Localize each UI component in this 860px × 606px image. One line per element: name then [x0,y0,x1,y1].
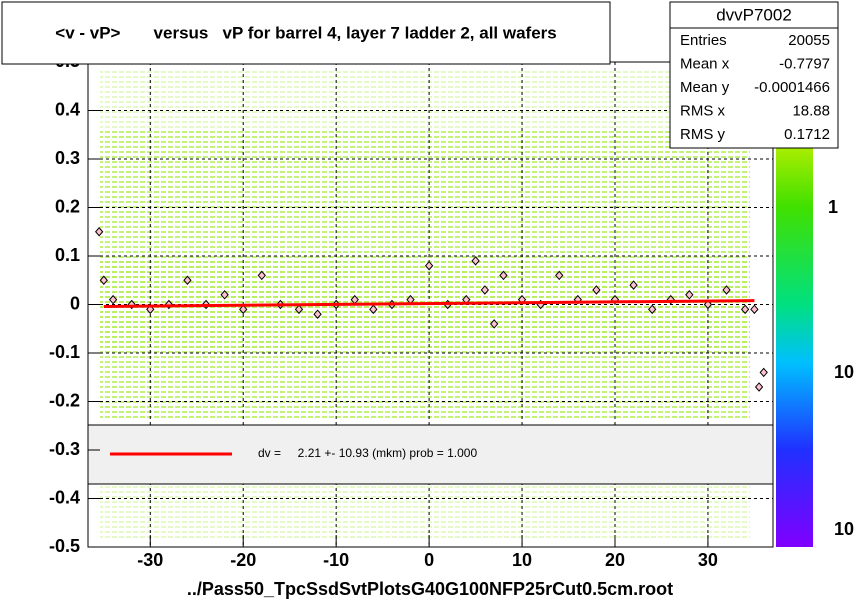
profile-point [490,319,499,329]
density-band [100,485,750,540]
profile-point [499,270,508,281]
stats-label: Mean x [680,55,730,72]
profile-point [94,226,104,237]
stats-value: 0.1712 [784,126,830,143]
y-tick-label: 0.3 [55,148,80,168]
profile-point [239,304,248,315]
profile-point [108,294,118,305]
stats-frame [669,1,839,149]
stats-label: Entries [680,32,727,49]
y-tick-label: -0.3 [49,439,80,459]
stats-label: RMS y [680,126,726,143]
y-tick-label: 0.4 [55,99,80,119]
stats-value: 18.88 [792,102,830,119]
profile-point [480,285,490,295]
x-tick-label: 30 [698,550,718,570]
profile-point [183,275,192,286]
x-tick-label: -10 [323,550,349,570]
chart-title: <v - vP> versus vP for barrel 4, layer 7… [55,23,556,42]
stats-value: -0.0001466 [754,79,830,96]
stats-label: Mean y [680,79,730,96]
stats-value: 20055 [788,32,830,49]
y-tick-label: 0.1 [55,245,80,265]
stats-box: dvvP7002 Entries 20055 Mean x -0.7797 Mean y… [669,1,839,149]
profile-point [592,285,601,295]
stats-title: dvvP7002 [716,5,792,24]
profile-point [629,280,638,290]
palette-label: 10 [834,362,854,382]
profile-point [369,304,378,315]
title-box [1,1,611,65]
y-tick-label: 0 [70,293,80,313]
profile-point [750,304,759,315]
profile-point [740,304,750,315]
profile-point [471,256,480,266]
profile-point [648,304,657,315]
x-tick-label: -20 [230,550,256,570]
palette-label: 1 [828,197,838,217]
stats-label: RMS x [680,102,726,119]
x-axis-title: ../Pass50_TpcSsdSvtPlotsG40G100NFP25rCut… [187,579,673,599]
axes: -0.5-0.4-0.3-0.2-0.100.10.20.30.40.5-30-… [49,51,718,570]
profile-point [424,260,434,271]
profile-point [294,304,304,315]
profile-point [313,309,322,319]
profile-point [555,270,564,281]
palette-label: 10 [834,519,854,539]
profile-point [257,270,266,281]
y-tick-label: -0.5 [49,536,80,556]
x-tick-label: 10 [512,550,532,570]
y-tick-label: -0.1 [49,342,80,362]
density-band [100,70,750,130]
legend-text: dv = 2.21 +- 10.93 (mkm) prob = 1.000 [258,446,477,460]
x-tick-label: 20 [605,550,625,570]
profile-point [99,275,108,286]
y-tick-label: -0.4 [49,487,80,507]
profile-point [754,382,764,392]
profile-point [685,290,694,300]
stats-value: -0.7797 [779,55,830,72]
data-layer [94,226,768,392]
y-tick-label: -0.2 [49,390,80,410]
x-tick-label: 0 [424,550,434,570]
x-tick-label: -30 [137,550,163,570]
profile-point [759,367,768,378]
profile-point [220,290,229,300]
profile-point [722,285,731,295]
y-tick-label: 0.2 [55,196,80,216]
fit-line [103,299,755,308]
